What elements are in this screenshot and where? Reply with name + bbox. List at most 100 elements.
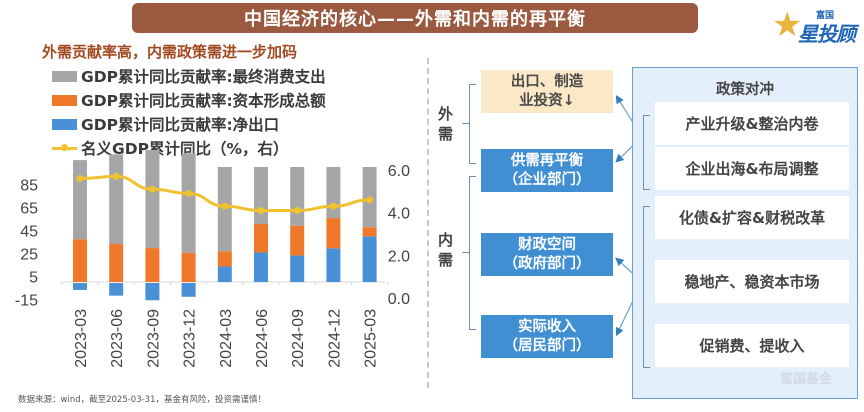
bar-net-exports (73, 283, 87, 290)
internal-demand-brace-tick (462, 252, 469, 253)
bar-capital-formation (181, 252, 196, 282)
bar-net-exports (109, 283, 124, 296)
external-demand-text: 外需 (438, 105, 454, 143)
box-government-line1: 财政空间 (518, 236, 576, 253)
x-tick-label: 2024-06 (254, 309, 271, 368)
internal-demand-text: 内需 (438, 231, 454, 269)
policy-item-consumption-income: 促销费、提收入 (655, 324, 849, 367)
star-icon: ★ (772, 5, 803, 45)
external-demand-brace-tick (462, 123, 469, 124)
bar-capital-formation (217, 251, 232, 267)
internal-demand-brace (469, 176, 476, 330)
x-tick-label: 2023-06 (109, 309, 126, 368)
box-exports-line1: 出口、制造 (510, 73, 584, 90)
policy-item-debt-fiscal-reform: 化债&扩容&财税改革 (655, 196, 849, 239)
legend-item-capital: GDP累计同比贡献率:资本形成总额 (52, 88, 326, 112)
box-enterprise-line2: （企业部门） (503, 171, 591, 188)
bar-net-exports (181, 283, 196, 297)
bar-capital-formation (326, 218, 341, 249)
box-household-sector: 实际收入 （居民部门） (481, 315, 613, 358)
page-title-banner: 中国经济的核心——外需和内需的再平衡 (132, 3, 698, 33)
point-nominal-gdp (185, 189, 193, 197)
point-nominal-gdp (76, 175, 84, 183)
point-nominal-gdp (366, 196, 374, 204)
data-source-note: 数据来源：wind，截至2025-03-31，基金有风险，投资需谨慎！ (18, 395, 266, 405)
legend-label-consumption: GDP累计同比贡献率:最终消费支出 (81, 68, 326, 86)
page-title: 中国经济的核心——外需和内需的再平衡 (244, 9, 586, 30)
x-tick-label: 2025-03 (363, 309, 380, 368)
bar-final-consumption (145, 150, 160, 249)
gdp-contribution-chart: 2023-03 2023-06 2023-09 2023-12 2024-03 2024-… (15, 150, 410, 368)
x-tick-label: 2023-12 (182, 309, 199, 368)
right-axis-tick-label: 2.0 (388, 248, 410, 265)
legend-swatch-capital (52, 94, 77, 106)
legend-swatch-net-exports (52, 118, 77, 130)
bar-capital-formation (254, 224, 268, 253)
box-household-line2: （居民部门） (503, 337, 591, 354)
external-demand-label: 外需 (438, 104, 456, 144)
x-tick-label: 2024-03 (218, 309, 235, 368)
bar-net-exports (254, 252, 268, 282)
point-nominal-gdp (257, 207, 265, 215)
left-axis-tick-label: 45 (20, 223, 38, 240)
bar-final-consumption (181, 153, 196, 253)
internal-demand-label: 内需 (438, 230, 456, 270)
point-nominal-gdp (221, 202, 229, 210)
legend-swatch-nominal-gdp (52, 143, 77, 151)
box-enterprise-line1: 供需再平衡 (510, 152, 584, 169)
policy-brace-bottom (643, 206, 650, 368)
bar-net-exports (290, 255, 305, 282)
bar-capital-formation (362, 227, 377, 237)
box-government-line2: （政府部门） (503, 255, 591, 272)
logo-brand-top: 富国 (816, 11, 835, 21)
x-tick-label: 2023-03 (73, 309, 90, 368)
box-government-sector: 财政空间 （政府部门） (481, 233, 613, 276)
bar-capital-formation (290, 225, 305, 256)
bar-net-exports (326, 248, 341, 282)
left-axis-tick-label: 5 (29, 269, 38, 286)
box-household-line1: 实际收入 (518, 318, 576, 335)
x-tick-label: 2024-09 (290, 309, 307, 368)
left-axis-tick-label: 65 (20, 200, 38, 217)
left-axis-tick-label: -15 (15, 292, 38, 309)
point-nominal-gdp (329, 202, 337, 210)
watermark-text: 富国基金 (780, 372, 833, 387)
bar-capital-formation (145, 248, 160, 282)
x-tick-label: 2024-12 (326, 309, 343, 368)
legend-item-consumption: GDP累计同比贡献率:最终消费支出 (52, 64, 326, 88)
right-axis-tick-label: 4.0 (388, 206, 410, 223)
policy-item-industrial-upgrade: 产业升级&整治内卷 (655, 102, 849, 145)
legend-label-net-exports: GDP累计同比贡献率:净出口 (81, 116, 280, 134)
legend-label-capital: GDP累计同比贡献率:资本形成总额 (81, 92, 326, 110)
box-exports-line2: 业投资↓ (519, 92, 575, 109)
legend-item-net-exports: GDP累计同比贡献率:净出口 (52, 112, 326, 136)
right-axis-tick-label: 6.0 (388, 163, 410, 180)
bar-net-exports (145, 283, 160, 301)
legend-label-nominal-gdp: 名义GDP累计同比（%，右） (81, 140, 289, 158)
logo-brand-main: 星投顾 (798, 22, 856, 46)
chart-title: 外需贡献率高，内需政策需进一步加码 (42, 43, 298, 61)
bar-net-exports (362, 236, 377, 282)
right-axis-tick-label: 0.0 (388, 291, 410, 308)
point-nominal-gdp (293, 207, 301, 215)
left-axis-tick-label: 85 (20, 177, 38, 194)
box-enterprise-sector: 供需再平衡 （企业部门） (481, 149, 613, 192)
bar-capital-formation (73, 239, 87, 282)
x-tick-label: 2023-09 (145, 309, 162, 368)
policy-item-stabilize-markets: 稳地产、稳资本市场 (655, 260, 849, 303)
policy-hedge-panel: 政策对冲 产业升级&整治内卷 企业出海&布局调整 化债&扩容&财税改革 稳地产、… (632, 67, 858, 399)
bar-net-exports (217, 266, 232, 282)
left-axis-tick-label: 25 (20, 246, 38, 263)
legend-swatch-consumption (52, 70, 77, 82)
chart-legend: GDP累计同比贡献率:最终消费支出 GDP累计同比贡献率:资本形成总额 GDP累… (52, 64, 326, 160)
section-divider (427, 58, 429, 388)
policy-brace-top (643, 115, 650, 190)
point-nominal-gdp (148, 185, 156, 193)
brand-logo: ★ 富国 星投顾 (772, 5, 858, 46)
bar-capital-formation (109, 244, 124, 282)
box-exports-manufacturing: 出口、制造业投资↓ (481, 70, 613, 113)
point-nominal-gdp (112, 172, 120, 180)
policy-item-going-global: 企业出海&布局调整 (655, 147, 849, 190)
legend-item-nominal-gdp: 名义GDP累计同比（%，右） (52, 136, 326, 160)
policy-title: 政策对冲 (716, 82, 774, 98)
